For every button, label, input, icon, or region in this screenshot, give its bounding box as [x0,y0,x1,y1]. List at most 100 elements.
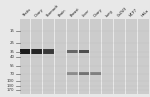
Bar [32,49,41,54]
Bar [44,50,53,53]
Bar [21,50,29,53]
Text: Ovary: Ovary [93,7,104,18]
Bar [68,73,76,75]
Bar [33,49,41,54]
Text: 15: 15 [10,29,15,33]
Text: Brain: Brain [58,8,67,18]
Bar [67,72,77,75]
Bar [44,50,53,54]
Bar [32,49,42,54]
Bar [68,50,76,53]
Bar [43,49,54,54]
Bar [33,50,41,53]
Bar [32,49,41,54]
Bar [80,50,88,53]
Bar [102,19,113,94]
Text: Liver: Liver [81,9,90,18]
Bar [68,73,76,75]
Bar [79,73,89,75]
Bar [67,72,78,75]
Bar [67,19,78,94]
Bar [21,49,29,54]
Bar [91,73,101,75]
Text: CaOV3: CaOV3 [117,6,128,18]
Bar [32,49,42,54]
Bar [79,50,89,53]
Bar [92,73,100,75]
Bar [30,19,31,94]
Bar [32,49,42,54]
Bar [67,50,77,53]
Text: 55: 55 [10,64,15,68]
Bar [79,73,89,75]
Bar [21,49,29,54]
Text: 40: 40 [9,55,15,59]
Bar [80,50,88,53]
Bar [44,50,53,53]
Bar [79,72,89,75]
Bar [67,50,77,53]
Text: 35: 35 [10,49,15,54]
Bar [79,72,89,75]
Text: 25: 25 [10,41,15,45]
Bar [31,49,42,54]
Bar [20,49,30,54]
Bar [68,50,77,53]
Bar [92,73,100,75]
Bar [31,19,42,94]
Bar [42,19,43,94]
Bar [90,72,101,75]
Text: Ovary: Ovary [34,7,44,18]
Bar [79,50,89,53]
Bar [80,73,88,75]
Text: 100: 100 [7,79,15,83]
Bar [79,73,89,75]
Bar [91,72,101,75]
Bar [91,73,101,75]
Bar [114,19,125,94]
Bar [79,19,89,94]
Bar [126,19,137,94]
Bar [137,19,138,94]
Text: Lung: Lung [105,9,114,18]
Bar [89,19,90,94]
Text: Testis: Testis [22,8,32,18]
Bar [68,50,76,53]
Bar [68,50,77,53]
Bar [80,50,88,53]
Text: HeLa: HeLa [140,9,150,18]
Text: 130: 130 [7,84,15,88]
Bar [20,19,30,94]
Text: 70: 70 [9,72,15,76]
Bar [113,19,114,94]
Bar [138,19,148,94]
Bar [45,50,53,53]
Bar [44,50,53,53]
Text: Stomach: Stomach [46,4,60,18]
Bar [79,50,89,53]
Bar [66,19,67,94]
Bar [67,73,77,75]
Bar [43,19,54,94]
Bar [90,19,101,94]
Bar [43,49,54,54]
Bar [20,19,148,94]
Bar [20,49,30,54]
Bar [78,19,79,94]
Bar [20,49,30,54]
Bar [79,50,89,53]
Text: MCF7: MCF7 [128,8,138,18]
Bar [80,73,88,75]
Bar [79,50,89,53]
Bar [67,73,77,75]
Bar [80,73,88,75]
Bar [20,49,30,54]
Bar [68,73,77,75]
Text: Breast: Breast [69,7,81,18]
Bar [101,19,102,94]
Bar [91,73,101,75]
Bar [91,73,100,75]
Bar [68,73,77,75]
Bar [54,19,55,94]
Bar [67,50,77,53]
